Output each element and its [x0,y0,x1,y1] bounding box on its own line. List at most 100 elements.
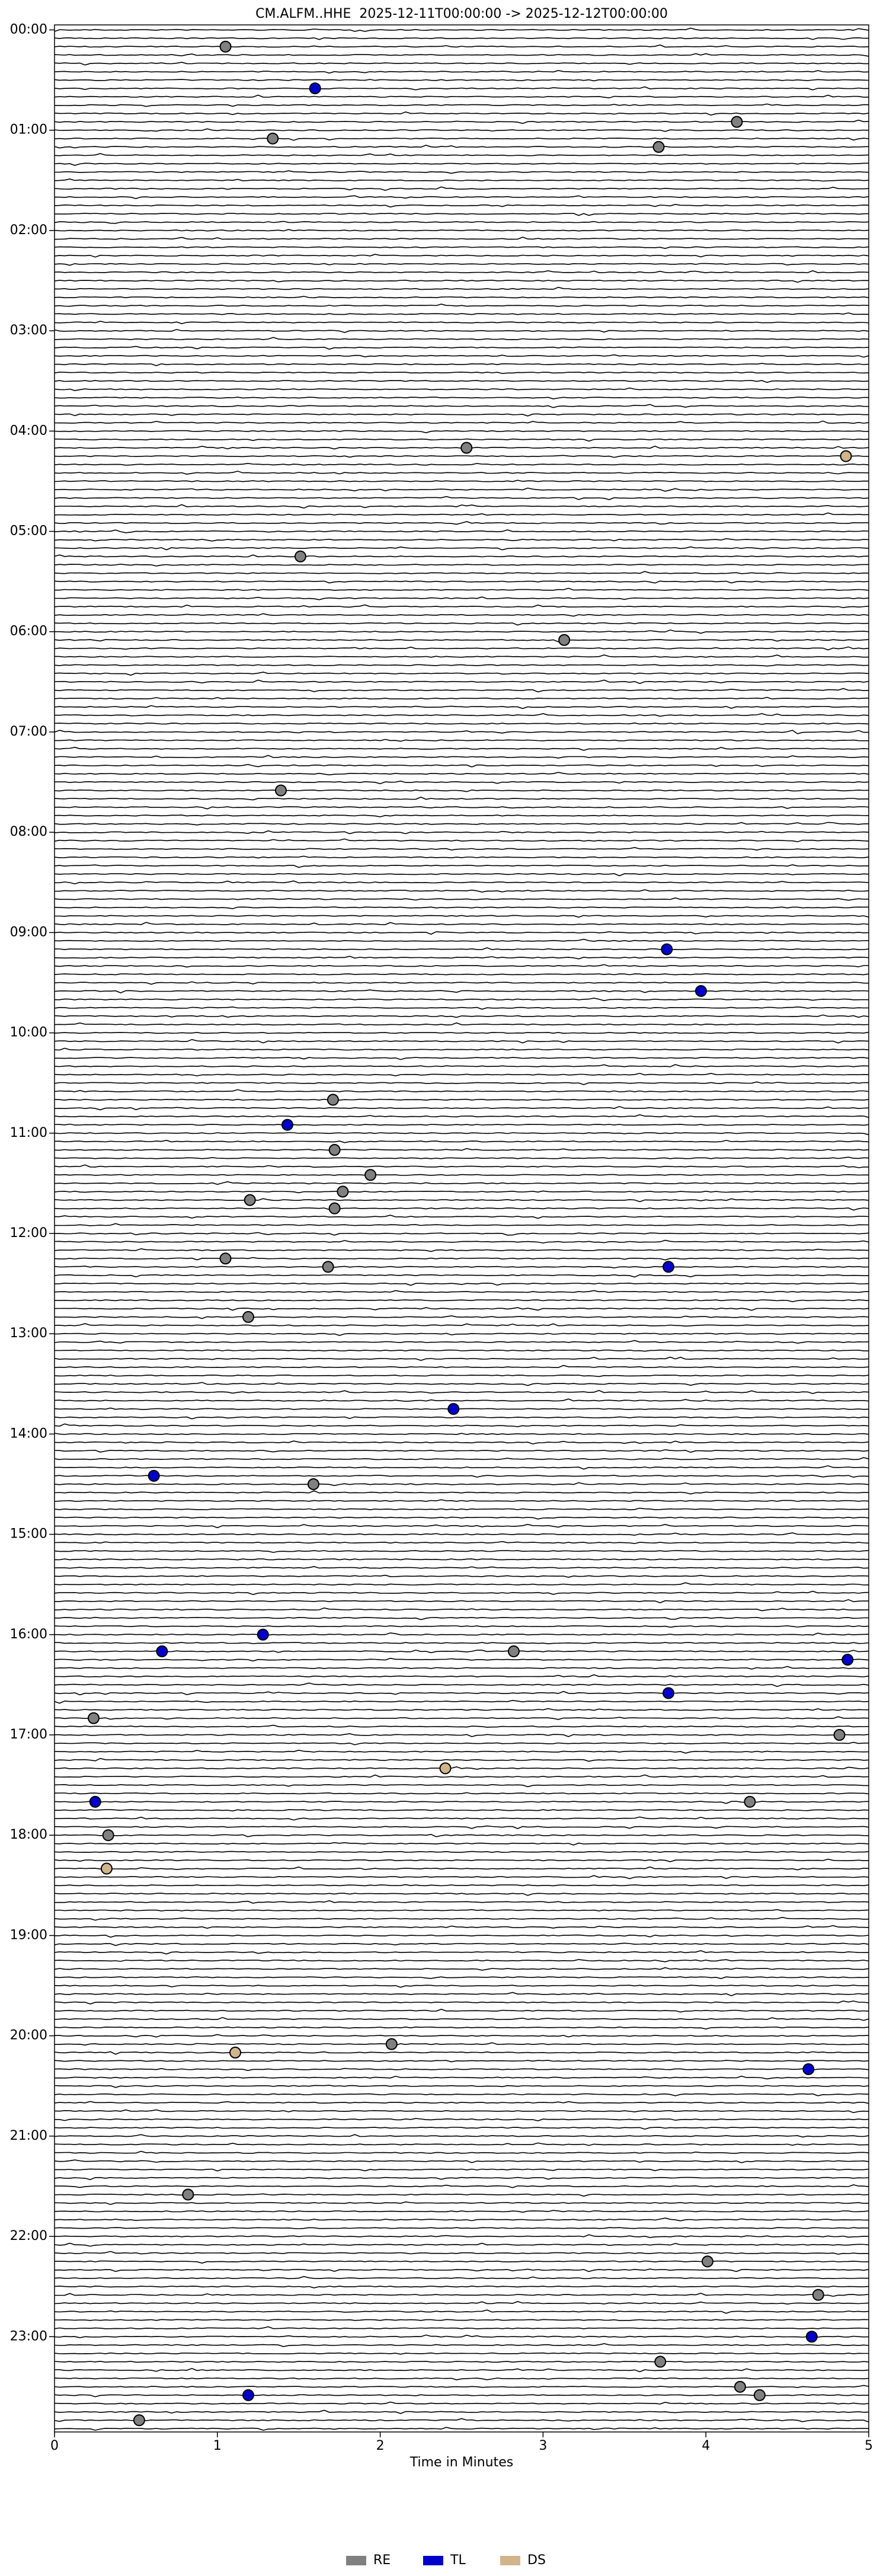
trace [54,2334,869,2338]
trace [54,2409,869,2414]
trace [54,855,869,859]
event-marker [281,1118,293,1131]
trace [54,1114,869,1118]
trace [54,236,869,240]
trace [54,1682,869,1687]
trace [54,246,869,250]
event-marker [100,1862,113,1875]
trace [54,806,869,810]
event-marker [337,1185,349,1198]
event-marker [805,2331,818,2343]
trace [54,1139,869,1143]
trace [54,1925,869,1929]
trace [54,1148,869,1151]
trace [55,2260,869,2264]
trace [54,529,869,533]
trace [54,1323,869,1327]
trace [54,1349,869,1352]
trace [54,1307,869,1311]
chart-title: CM.ALFM..HHE 2025-12-11T00:00:00 -> 2025… [255,7,668,21]
trace [54,1064,869,1068]
trace [55,587,869,591]
trace [54,838,869,842]
trace [54,955,869,960]
trace [54,1315,869,1319]
trace [54,1532,869,1536]
event-marker [507,1645,520,1658]
trace [54,2127,869,2130]
trace [54,380,869,383]
trace [54,212,869,216]
trace [55,2042,869,2046]
y-tick-label: 01:00 [10,123,47,138]
trace [54,1181,869,1185]
trace [54,94,869,98]
x-tick-label: 2 [376,2438,385,2453]
trace [54,70,869,74]
trace [54,730,869,734]
trace [54,1340,869,1344]
event-marker [661,943,673,955]
trace [54,1105,869,1111]
x-tick-label: 4 [702,2438,710,2453]
trace [54,755,869,759]
trace [54,1390,869,1394]
trace [54,1164,869,1168]
event-marker [840,450,852,462]
trace [54,186,869,191]
y-tick-label: 06:00 [10,624,47,639]
trace [54,973,869,976]
trace [54,2142,869,2146]
trace [54,1299,869,1302]
y-tick-label: 05:00 [10,524,47,539]
trace [54,312,869,315]
trace [54,2201,869,2206]
trace [54,404,869,408]
trace [54,1866,869,1871]
trace [54,2060,869,2063]
trace [54,2367,869,2373]
plot-frame [54,24,869,2433]
trace [54,521,869,525]
trace [54,1666,869,1670]
event-marker [812,2289,824,2301]
event-marker [753,2389,766,2401]
trace [54,722,869,725]
trace [55,2168,869,2172]
trace [54,1875,869,1880]
trace [54,346,869,350]
trace [54,1022,869,1026]
trace [54,79,869,82]
event-marker [242,2389,255,2401]
y-tick-label: 18:00 [10,1827,47,1842]
y-tick-label: 23:00 [10,2329,47,2344]
trace [54,1038,869,1044]
trace [54,696,869,700]
trace [54,1850,869,1853]
trace [54,2101,869,2104]
trace [54,1716,869,1720]
trace [55,739,869,742]
trace [55,1733,869,1737]
trace [54,2360,869,2363]
trace [54,1416,869,1420]
trace [54,880,869,884]
trace [54,846,869,851]
trace [54,2227,869,2229]
trace [54,1959,869,1963]
trace [54,922,869,925]
trace [54,1356,869,1361]
trace [54,1825,869,1829]
trace [54,2418,869,2422]
y-tick-label: 09:00 [10,925,47,939]
trace [54,1690,869,1696]
event-marker [695,985,707,997]
trace [54,1499,869,1502]
trace [54,1465,869,1470]
event-marker [148,1469,160,1482]
event-marker [133,2414,145,2427]
trace [54,1215,869,1219]
trace [54,1265,869,1268]
y-tick-label: 10:00 [10,1025,47,1040]
